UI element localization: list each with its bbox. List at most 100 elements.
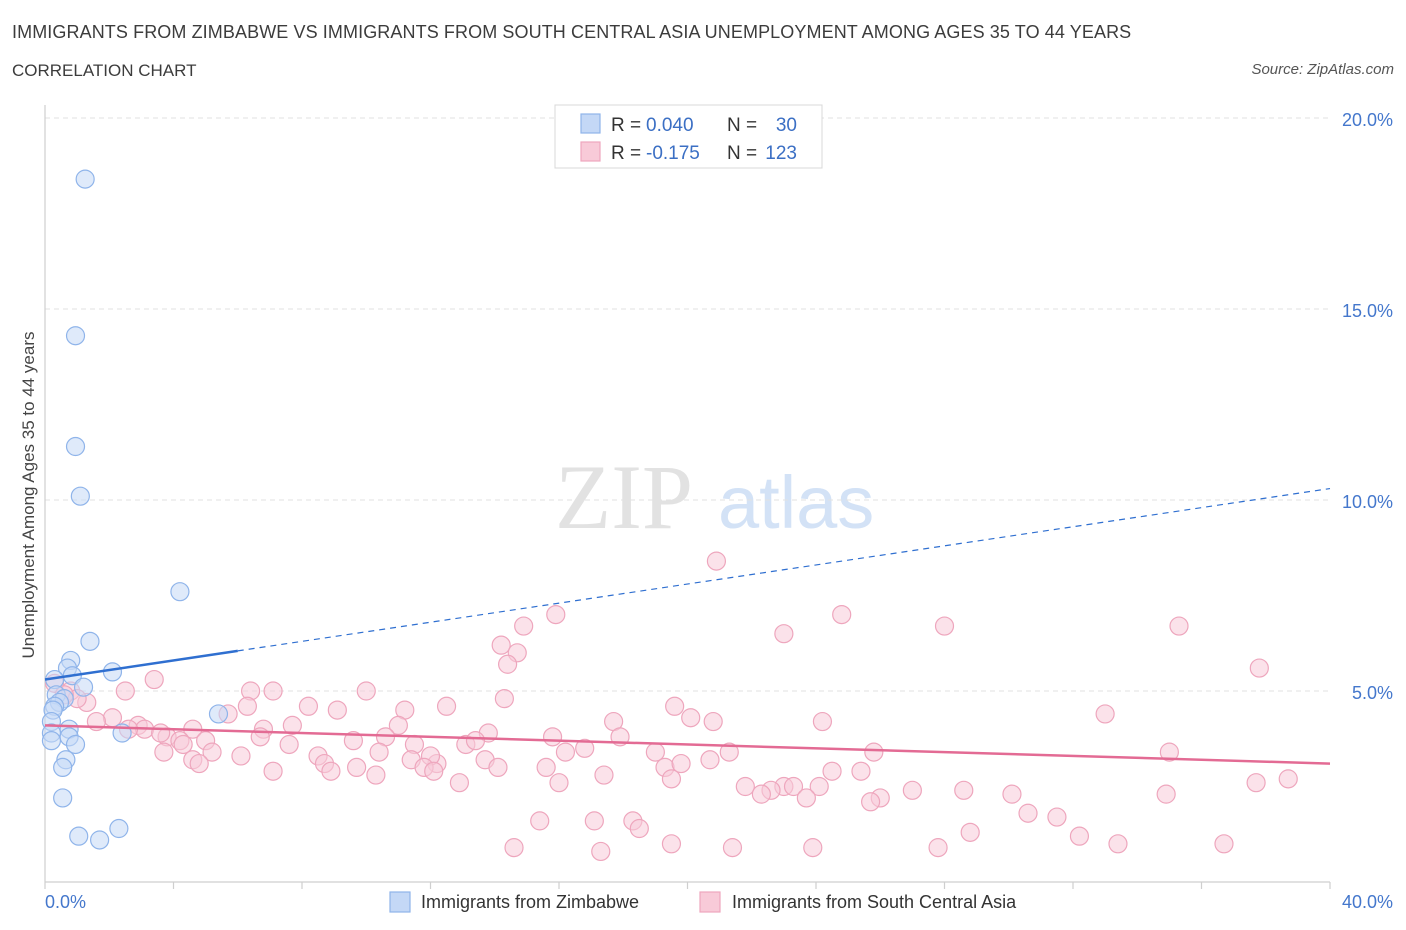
point-south-central-asia-56: [369, 742, 389, 762]
point-south-central-asia-41: [388, 715, 408, 735]
point-south-central-asia-7: [491, 635, 511, 655]
point-south-central-asia-0: [706, 551, 727, 571]
y-tick-label-1: 10.0%: [1342, 492, 1393, 512]
point-south-central-asia-23: [298, 696, 319, 716]
point-south-central-asia-114: [661, 834, 682, 854]
point-south-central-asia-98: [796, 788, 816, 808]
point-south-central-asia-62: [719, 742, 739, 762]
point-south-central-asia-104: [1156, 784, 1176, 804]
legend-r-label-2: R =: [611, 143, 641, 164]
point-south-central-asia-110: [530, 811, 550, 831]
point-south-central-asia-54: [279, 734, 299, 755]
legend-swatch-south-central-asia: [580, 141, 601, 162]
point-south-central-asia-107: [861, 792, 881, 812]
point-south-central-asia-65: [154, 742, 174, 762]
point-south-central-asia-27: [665, 696, 685, 716]
point-south-central-asia-33: [1095, 704, 1115, 724]
point-zimbabwe-17: [208, 704, 229, 724]
series-legend-label-zimbabwe: Immigrants from Zimbabwe: [421, 892, 639, 912]
point-zimbabwe-2: [65, 436, 86, 457]
x-tick-label-min: 0.0%: [45, 892, 86, 912]
point-south-central-asia-93: [735, 776, 755, 797]
point-south-central-asia-64: [1159, 742, 1179, 762]
watermark-atlas: atlas: [718, 461, 874, 544]
point-south-central-asia-5: [774, 624, 794, 644]
point-south-central-asia-88: [594, 765, 614, 785]
point-south-central-asia-9: [498, 654, 518, 674]
chart-title: IMMIGRANTS FROM ZIMBABWE VS IMMIGRANTS F…: [12, 22, 1132, 42]
point-south-central-asia-2: [832, 604, 852, 625]
gridlines: [45, 117, 1330, 692]
point-south-central-asia-101: [751, 784, 771, 804]
trend-lines: [237, 487, 1331, 652]
point-zimbabwe-28: [109, 818, 129, 839]
trend-lines-solid: [44, 649, 1331, 765]
watermark-zip: ZIP: [555, 446, 693, 548]
point-zimbabwe-26: [53, 757, 73, 778]
legend-r-label-1: R =: [611, 115, 641, 136]
point-south-central-asia-74: [536, 757, 556, 778]
series-legend-swatch-south-central-asia: [699, 891, 721, 913]
point-south-central-asia-15: [356, 681, 376, 701]
stats-legend: R = 0.040 N = 30 R = -0.175 N = 123: [554, 104, 823, 169]
series-legend-swatch-zimbabwe: [389, 891, 411, 913]
point-south-central-asia-105: [1246, 773, 1266, 793]
point-zimbabwe-4: [170, 582, 190, 602]
point-south-central-asia-97: [902, 780, 922, 800]
point-south-central-asia-77: [700, 750, 720, 770]
point-south-central-asia-1: [546, 604, 566, 625]
point-south-central-asia-58: [465, 731, 486, 751]
y-tick-labels: 5.0% 10.0% 15.0% 20.0%: [1342, 110, 1393, 703]
y-tick-label-3: 20.0%: [1342, 110, 1393, 130]
point-zimbabwe-8: [102, 662, 123, 682]
point-south-central-asia-89: [822, 761, 842, 781]
point-south-central-asia-111: [584, 811, 604, 831]
point-south-central-asia-109: [1047, 807, 1067, 827]
point-zimbabwe-11: [73, 677, 94, 697]
point-south-central-asia-113: [629, 818, 649, 839]
y-tick-label-2: 15.0%: [1342, 301, 1393, 321]
point-south-central-asia-80: [263, 761, 283, 781]
point-south-central-asia-14: [263, 681, 283, 701]
point-south-central-asia-24: [327, 700, 347, 720]
point-south-central-asia-96: [809, 776, 829, 797]
point-south-central-asia-122: [960, 822, 980, 842]
point-south-central-asia-78: [851, 761, 871, 781]
point-south-central-asia-87: [488, 757, 508, 778]
point-south-central-asia-10: [1249, 658, 1269, 678]
y-axis-title: Unemployment Among Ages 35 to 44 years: [19, 332, 38, 659]
point-south-central-asia-121: [591, 841, 611, 862]
point-south-central-asia-3: [514, 616, 534, 636]
point-south-central-asia-95: [783, 776, 804, 797]
point-south-central-asia-31: [703, 711, 723, 732]
point-south-central-asia-82: [321, 761, 341, 781]
point-south-central-asia-55: [343, 731, 363, 751]
point-south-central-asia-86: [424, 761, 444, 781]
point-south-central-asia-51: [151, 723, 171, 743]
point-south-central-asia-59: [555, 742, 576, 762]
x-tick-label-max: 40.0%: [1342, 892, 1393, 912]
point-zimbabwe-23: [41, 731, 62, 751]
trend-line-zimbabwe: [44, 649, 238, 681]
point-south-central-asia-83: [347, 757, 367, 778]
chart-subtitle: CORRELATION CHART: [12, 61, 197, 80]
point-south-central-asia-92: [661, 769, 682, 789]
trend-line-zimbabwe-extended: [237, 487, 1331, 652]
point-south-central-asia-32: [812, 711, 833, 732]
point-south-central-asia-30: [681, 708, 701, 728]
point-south-central-asia-90: [449, 773, 470, 793]
point-south-central-asia-119: [722, 838, 743, 858]
point-south-central-asia-76: [671, 753, 691, 774]
point-south-central-asia-11: [144, 669, 164, 690]
point-south-central-asia-68: [231, 746, 251, 766]
point-zimbabwe-5: [80, 631, 100, 651]
point-south-central-asia-106: [1278, 769, 1298, 789]
point-south-central-asia-116: [928, 838, 948, 858]
source-credit: Source: ZipAtlas.com: [1251, 61, 1394, 78]
point-south-central-asia-103: [1002, 784, 1022, 804]
series-legend-label-south-central-asia: Immigrants from South Central Asia: [732, 892, 1017, 912]
point-south-central-asia-6: [1169, 616, 1189, 636]
point-zimbabwe-30: [90, 830, 110, 850]
legend-n-label-1: N =: [727, 115, 757, 136]
